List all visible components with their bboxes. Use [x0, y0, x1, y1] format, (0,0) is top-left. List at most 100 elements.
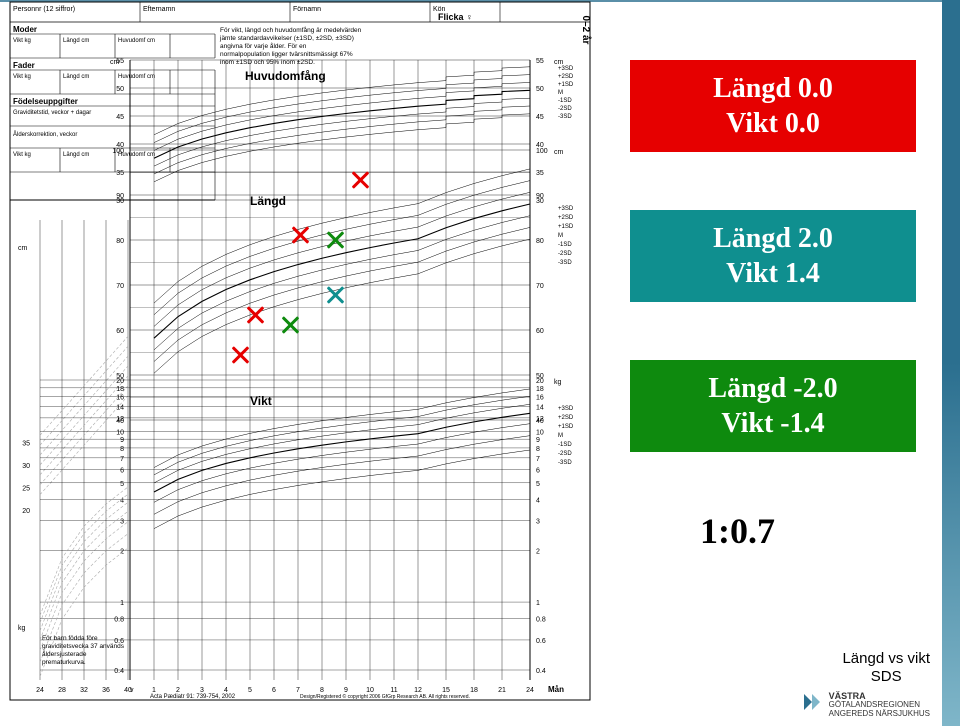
svg-text:16: 16	[536, 395, 544, 402]
svg-text:Längd cm: Längd cm	[63, 74, 89, 80]
svg-text:angivna för varje ålder. För e: angivna för varje ålder. För en	[220, 42, 307, 50]
svg-text:90: 90	[536, 193, 544, 200]
svg-text:30: 30	[22, 463, 30, 470]
svg-text:50: 50	[116, 86, 124, 93]
svg-text:Vikt kg: Vikt kg	[13, 152, 31, 158]
svg-text:cm: cm	[110, 59, 120, 66]
svg-text:+3SD: +3SD	[558, 206, 574, 212]
corner-line2: SDS	[871, 668, 902, 685]
svg-text:12: 12	[414, 687, 422, 694]
svg-text:kg: kg	[554, 379, 562, 386]
svg-text:cm: cm	[554, 149, 564, 156]
svg-text:0–2 år: 0–2 år	[580, 16, 592, 45]
badge-red: Längd 0.0 Vikt 0.0	[630, 60, 916, 152]
svg-text:Längd cm: Längd cm	[63, 38, 89, 44]
svg-text:100: 100	[112, 148, 124, 155]
svg-text:5: 5	[248, 687, 252, 694]
svg-text:Moder: Moder	[13, 25, 37, 34]
svg-text:Efternamn: Efternamn	[143, 6, 175, 13]
badge-teal-line2: Vikt 1.4	[633, 256, 913, 291]
svg-text:jämte standardavvikelser (±1SD: jämte standardavvikelser (±1SD, ±2SD, ±3…	[219, 35, 354, 42]
svg-text:6: 6	[536, 467, 540, 474]
svg-text:5: 5	[120, 481, 124, 488]
svg-text:7: 7	[536, 456, 540, 463]
svg-text:åldersjusterade: åldersjusterade	[42, 650, 87, 658]
svg-text:100: 100	[536, 148, 548, 155]
svg-text:cm: cm	[554, 59, 564, 66]
svg-text:8: 8	[320, 687, 324, 694]
svg-text:-1SD: -1SD	[558, 442, 572, 448]
svg-text:Huvudomf cm: Huvudomf cm	[118, 74, 155, 80]
growth-chart-svg: Personnr (12 siffror)EfternamnFörnamnKön…	[0, 0, 600, 726]
svg-text:6: 6	[120, 467, 124, 474]
svg-text:0.6: 0.6	[536, 638, 546, 645]
svg-text:Huvudomfång: Huvudomfång	[245, 69, 326, 83]
svg-text:-2SD: -2SD	[558, 106, 572, 112]
svg-text:M: M	[558, 433, 563, 439]
svg-text:cm: cm	[18, 245, 28, 252]
svg-text:graviditetsvecka 37 används: graviditetsvecka 37 används	[42, 643, 125, 650]
svg-text:4: 4	[536, 497, 540, 504]
badge-teal-line1: Längd 2.0	[633, 221, 913, 256]
svg-text:För vikt, längd och huvudomfån: För vikt, längd och huvudomfång är medel…	[220, 26, 362, 34]
svg-text:2: 2	[536, 549, 540, 556]
svg-text:normalpopulation ligger tvärsn: normalpopulation ligger tvärsnittsmässig…	[220, 51, 353, 58]
badge-green: Längd -2.0 Vikt -1.4	[630, 360, 916, 452]
svg-text:21: 21	[498, 687, 506, 694]
svg-text:2: 2	[120, 549, 124, 556]
svg-text:-3SD: -3SD	[558, 460, 572, 466]
svg-text:10: 10	[536, 429, 544, 436]
svg-text:20: 20	[536, 378, 544, 385]
svg-text:+2SD: +2SD	[558, 415, 574, 421]
svg-text:+2SD: +2SD	[558, 74, 574, 80]
svg-text:12: 12	[116, 416, 124, 423]
svg-text:90: 90	[116, 193, 124, 200]
svg-text:3: 3	[200, 687, 204, 694]
svg-text:5: 5	[536, 481, 540, 488]
logo-line3: ANGEREDS NÄRSJUKHUS	[829, 709, 930, 718]
svg-text:+2SD: +2SD	[558, 215, 574, 221]
svg-text:24: 24	[526, 687, 534, 694]
svg-text:35: 35	[22, 441, 30, 448]
svg-text:1: 1	[120, 600, 124, 607]
svg-text:M: M	[558, 233, 563, 239]
svg-text:45: 45	[116, 114, 124, 121]
svg-text:Mån: Mån	[548, 685, 564, 694]
svg-text:9: 9	[344, 687, 348, 694]
svg-text:7: 7	[120, 456, 124, 463]
svg-text:Design/Registered © copyright: Design/Registered © copyright 2006 GfGrp…	[300, 693, 470, 700]
svg-text:4: 4	[224, 687, 228, 694]
svg-text:25: 25	[22, 486, 30, 493]
svg-text:60: 60	[536, 328, 544, 335]
logo-mark-icon	[802, 692, 822, 712]
badge-green-line1: Längd -2.0	[633, 371, 913, 406]
svg-text:35: 35	[116, 170, 124, 177]
svg-text:15: 15	[442, 687, 450, 694]
svg-text:8: 8	[120, 446, 124, 453]
svg-text:-3SD: -3SD	[558, 114, 572, 120]
growth-chart: Personnr (12 siffror)EfternamnFörnamnKön…	[0, 0, 600, 726]
svg-text:0.8: 0.8	[114, 617, 124, 624]
svg-text:-2SD: -2SD	[558, 451, 572, 457]
svg-text:Graviditetstid, veckor + dagar: Graviditetstid, veckor + dagar	[13, 110, 91, 116]
svg-text:12: 12	[536, 416, 544, 423]
svg-text:Acta Pædiatr 91: 739-754, 2002: Acta Pædiatr 91: 739-754, 2002	[150, 694, 236, 700]
svg-text:8: 8	[536, 446, 540, 453]
svg-text:M: M	[558, 90, 563, 96]
svg-text:4: 4	[120, 497, 124, 504]
svg-text:35: 35	[536, 170, 544, 177]
svg-text:80: 80	[116, 238, 124, 245]
svg-text:70: 70	[536, 283, 544, 290]
svg-text:7: 7	[296, 687, 300, 694]
svg-text:Vikt kg: Vikt kg	[13, 38, 31, 44]
svg-text:55: 55	[536, 58, 544, 65]
svg-text:11: 11	[390, 687, 397, 694]
corner-caption: Längd vs vikt SDS	[842, 650, 930, 686]
svg-text:-1SD: -1SD	[558, 98, 572, 104]
svg-text:0.4: 0.4	[114, 668, 124, 675]
svg-text:18: 18	[116, 386, 124, 393]
ratio-text: 1:0.7	[700, 510, 775, 552]
svg-text:För barn födda före: För barn födda före	[42, 635, 98, 642]
badge-red-line1: Längd 0.0	[633, 71, 913, 106]
svg-text:v: v	[130, 687, 134, 694]
